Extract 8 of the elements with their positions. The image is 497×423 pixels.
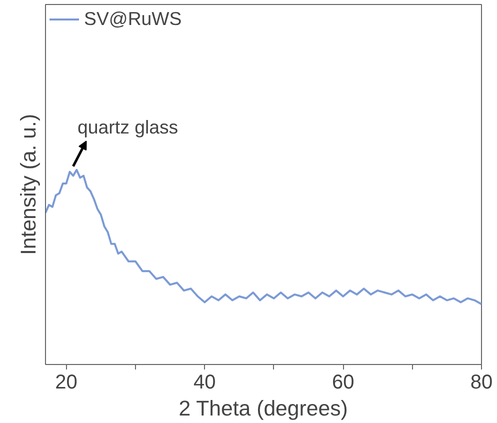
legend-label: SV@RuWS xyxy=(84,8,182,30)
y-axis-title: Intensity (a. u.) xyxy=(16,114,40,256)
x-tick-label: 40 xyxy=(194,372,216,394)
x-tick-label: 80 xyxy=(470,372,493,394)
annotation: quartz glass xyxy=(78,116,178,138)
x-tick-label: 60 xyxy=(332,372,354,394)
x-axis-title: 2 Theta (degrees) xyxy=(178,396,348,420)
x-tick-label: 20 xyxy=(55,372,78,394)
